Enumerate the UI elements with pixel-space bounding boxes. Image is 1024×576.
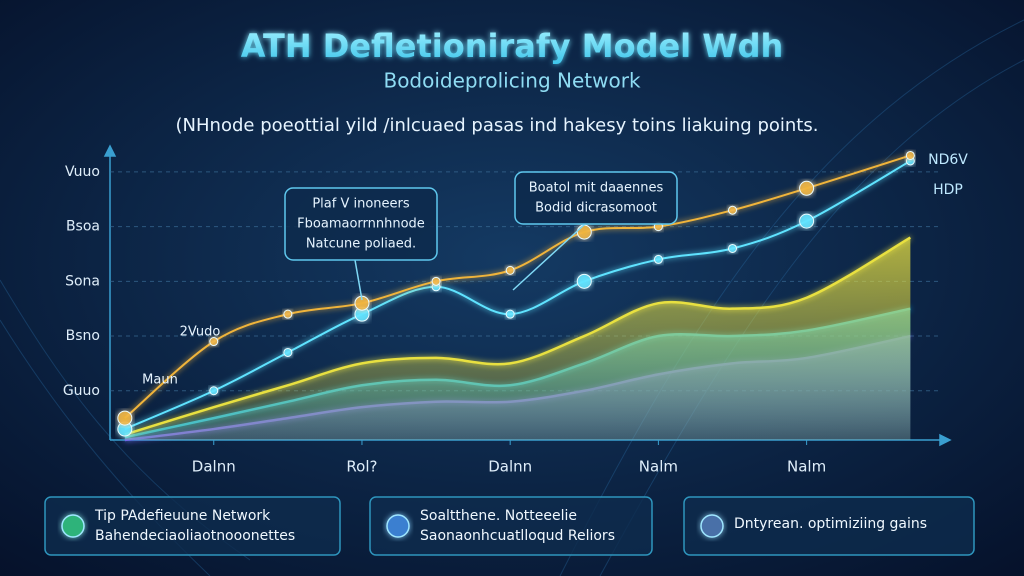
point: [209, 386, 219, 396]
chart-description: (NHnode poeottial yild /inlcuaed pasas i…: [176, 115, 819, 136]
card-icon: [386, 514, 410, 538]
point: [728, 205, 737, 215]
card-icon: [700, 514, 724, 538]
info-card: [683, 496, 975, 556]
point: [576, 273, 592, 289]
chart-subtitle: Bodoideprolicing Network: [383, 69, 640, 93]
y-tick-label: Sona: [65, 273, 100, 289]
area: [124, 237, 911, 440]
x-tick-label: Rol?: [346, 458, 377, 476]
point: [653, 254, 663, 264]
callout-box: [514, 171, 678, 225]
callout-box: [284, 187, 438, 261]
card-icon: [61, 514, 85, 538]
y-tick-label: Guuo: [63, 383, 100, 399]
point: [117, 410, 133, 426]
info-card: [44, 496, 341, 556]
point: [799, 180, 815, 196]
point: [799, 213, 815, 229]
point-label: Maun: [142, 373, 178, 388]
x-tick-label: Nalm: [639, 458, 678, 476]
point: [728, 243, 737, 253]
y-tick-label: Vuuo: [65, 164, 100, 180]
point: [505, 309, 515, 319]
callout-text: Natcune poliaed.: [306, 237, 416, 252]
card-text: Bahendeciaoliaotnooonettes: [95, 528, 295, 544]
callout-text: Bodid dicrasomoot: [535, 201, 657, 216]
chart-title: ATH Defletionirafy Model Wdh: [241, 27, 784, 65]
y-tick-label: Bsno: [66, 328, 100, 344]
x-tick-label: Nalm: [787, 458, 826, 476]
callout-text: Boatol mit daaennes: [529, 181, 664, 196]
callout-text: Fboamaorrnnhnode: [297, 217, 425, 232]
callout-text: Plaf V inoneers: [312, 197, 410, 212]
point: [505, 265, 515, 275]
corner-label: ND6V: [928, 152, 968, 168]
card-text: Dntyrean. optimiziing gains: [734, 516, 927, 532]
y-tick-label: Bsoa: [66, 219, 100, 235]
point: [283, 309, 293, 319]
card-text: Saonaonhcuatlloqud Reliors: [420, 528, 615, 544]
point: [431, 276, 441, 286]
card-text: Soaltthene. Notteeelie: [420, 508, 577, 524]
callout-pointer: [512, 223, 586, 291]
info-card: [369, 496, 653, 556]
point: [283, 347, 293, 357]
point: [209, 337, 219, 347]
point: [576, 224, 592, 240]
corner-label: HDP: [933, 182, 963, 198]
point: [905, 150, 915, 160]
x-tick-label: Dalnn: [488, 458, 532, 476]
decor-waves: [0, 19, 1024, 576]
card-text: Tip PAdefieuune Network: [94, 508, 271, 524]
point-label: 2Vudo: [180, 325, 221, 340]
area-edge: [124, 236, 911, 436]
x-tick-label: Dalnn: [192, 458, 236, 476]
callout-pointer: [354, 259, 363, 301]
